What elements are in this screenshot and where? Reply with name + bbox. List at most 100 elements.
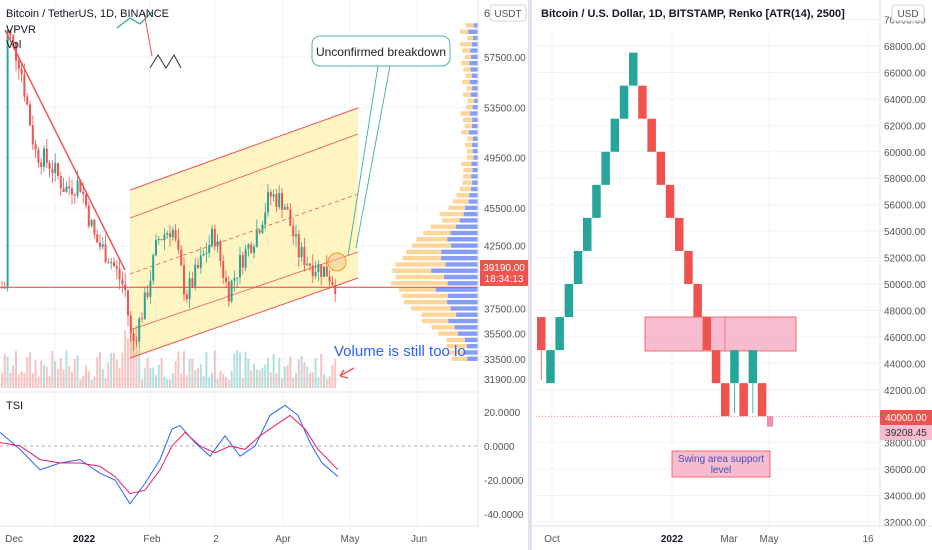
- candle-body: [323, 266, 325, 277]
- volume-arrow-icon: [339, 367, 355, 379]
- volume-bar: [269, 372, 272, 388]
- profile-bar-up: [446, 337, 465, 343]
- volume-bar: [149, 368, 152, 388]
- profile-bar-up: [422, 318, 449, 324]
- volume-bar: [328, 376, 331, 388]
- candle-body: [194, 264, 197, 287]
- volume-bar: [183, 351, 185, 388]
- panel-divider[interactable]: [528, 0, 532, 550]
- indicator-vol[interactable]: Vol: [6, 39, 21, 51]
- candle-body: [222, 260, 225, 278]
- profile-bar-down: [469, 193, 478, 198]
- tsi-signal-line: [0, 414, 339, 495]
- profile-bar-down: [468, 130, 478, 135]
- candle-body: [283, 206, 286, 210]
- tsi-tick: 20.0000: [484, 408, 521, 419]
- candle-body: [31, 125, 34, 145]
- left-price-tick: 42500.00: [484, 242, 526, 253]
- profile-bar-down: [463, 211, 478, 217]
- profile-bar-down: [473, 23, 478, 28]
- volume-bar: [17, 374, 20, 388]
- volume-bar: [306, 366, 309, 388]
- volume-bar: [57, 369, 59, 388]
- candle-body: [57, 162, 59, 177]
- volume-bar: [6, 356, 9, 388]
- profile-bar-down: [459, 218, 478, 223]
- candle-body: [169, 233, 171, 238]
- volume-bar: [281, 377, 283, 388]
- profile-bar-down: [470, 67, 478, 72]
- profile-bar-down: [471, 161, 478, 167]
- profile-bar-up: [466, 155, 474, 160]
- candle-body: [213, 228, 216, 247]
- left-time-tick: May: [341, 534, 360, 545]
- renko-brick: [647, 118, 656, 152]
- candle-body: [135, 340, 138, 342]
- candle-body: [281, 193, 283, 210]
- renko-brick: [665, 184, 675, 218]
- candle-body: [113, 262, 115, 266]
- volume-bar: [160, 357, 163, 388]
- support-zone-text-1: Swing area support: [678, 454, 764, 465]
- candle-body: [334, 285, 337, 295]
- volume-bar: [65, 350, 68, 388]
- volume-bar: [317, 377, 320, 388]
- volume-bar: [82, 375, 85, 388]
- left-time-labels: Dec 2022 Feb 2 Apr May Jun: [5, 534, 427, 545]
- right-price-tick: 42000.00: [884, 386, 926, 397]
- callout-box[interactable]: [311, 35, 451, 67]
- profile-bar-up: [463, 67, 471, 72]
- profile-bar-up: [441, 218, 460, 223]
- volume-bar: [292, 377, 295, 388]
- volume-bar: [171, 373, 174, 388]
- candle-body: [230, 280, 233, 302]
- right-currency-button[interactable]: [891, 4, 925, 22]
- profile-bar-down: [469, 60, 478, 66]
- candle-body: [143, 292, 146, 320]
- volume-bar: [323, 374, 325, 388]
- candle-body: [90, 219, 93, 226]
- profile-bar-up: [460, 111, 471, 116]
- volume-bar: [54, 360, 57, 388]
- candle-body: [244, 248, 247, 268]
- channel-mid-line: [129, 193, 359, 275]
- candle-body: [306, 263, 309, 266]
- volume-bar: [115, 359, 118, 388]
- profile-bar-down: [471, 174, 478, 179]
- right-chart-title: Bitcoin / U.S. Dollar, 1D, BITSTAMP, Ren…: [541, 8, 845, 20]
- volume-bar: [166, 379, 169, 388]
- volume-bar: [101, 369, 104, 388]
- left-price-tick: 35500.00: [484, 330, 526, 341]
- tsi-tick: 0.0000: [484, 442, 515, 453]
- indicator-tsi[interactable]: TSI: [6, 400, 23, 412]
- profile-bar-up: [430, 224, 456, 229]
- candle-body: [163, 234, 166, 240]
- volume-bar: [230, 370, 233, 388]
- candle-body: [54, 162, 57, 174]
- candle-body: [241, 255, 244, 268]
- profile-bar-up: [412, 243, 452, 248]
- volume-bar: [222, 373, 225, 388]
- left-time-tick: 2: [213, 534, 219, 545]
- volume-bar: [177, 351, 180, 388]
- volume-bar: [138, 349, 141, 388]
- volume-bar: [247, 358, 250, 388]
- channel-upper-line: [129, 107, 359, 191]
- left-currency-button[interactable]: [489, 4, 527, 22]
- profile-bar-down: [472, 123, 478, 129]
- candle-body: [141, 318, 143, 320]
- volume-bar: [197, 368, 199, 388]
- support-zone[interactable]: [671, 450, 771, 478]
- volume-bar: [199, 364, 202, 388]
- tsi-pane: [0, 404, 478, 505]
- resistance-zone[interactable]: [644, 316, 797, 352]
- left-price-tick: 57500.00: [484, 53, 526, 64]
- volume-bar: [239, 352, 241, 388]
- candle-body: [250, 244, 253, 253]
- volume-bar: [1, 372, 3, 388]
- right-time-labels: Oct 2022 Mar May 16: [544, 534, 874, 545]
- indicator-vpvr[interactable]: VPVR: [6, 24, 36, 36]
- candle-body: [269, 191, 272, 197]
- volume-bar: [286, 365, 289, 388]
- tsi-tick: -40.0000: [484, 510, 524, 521]
